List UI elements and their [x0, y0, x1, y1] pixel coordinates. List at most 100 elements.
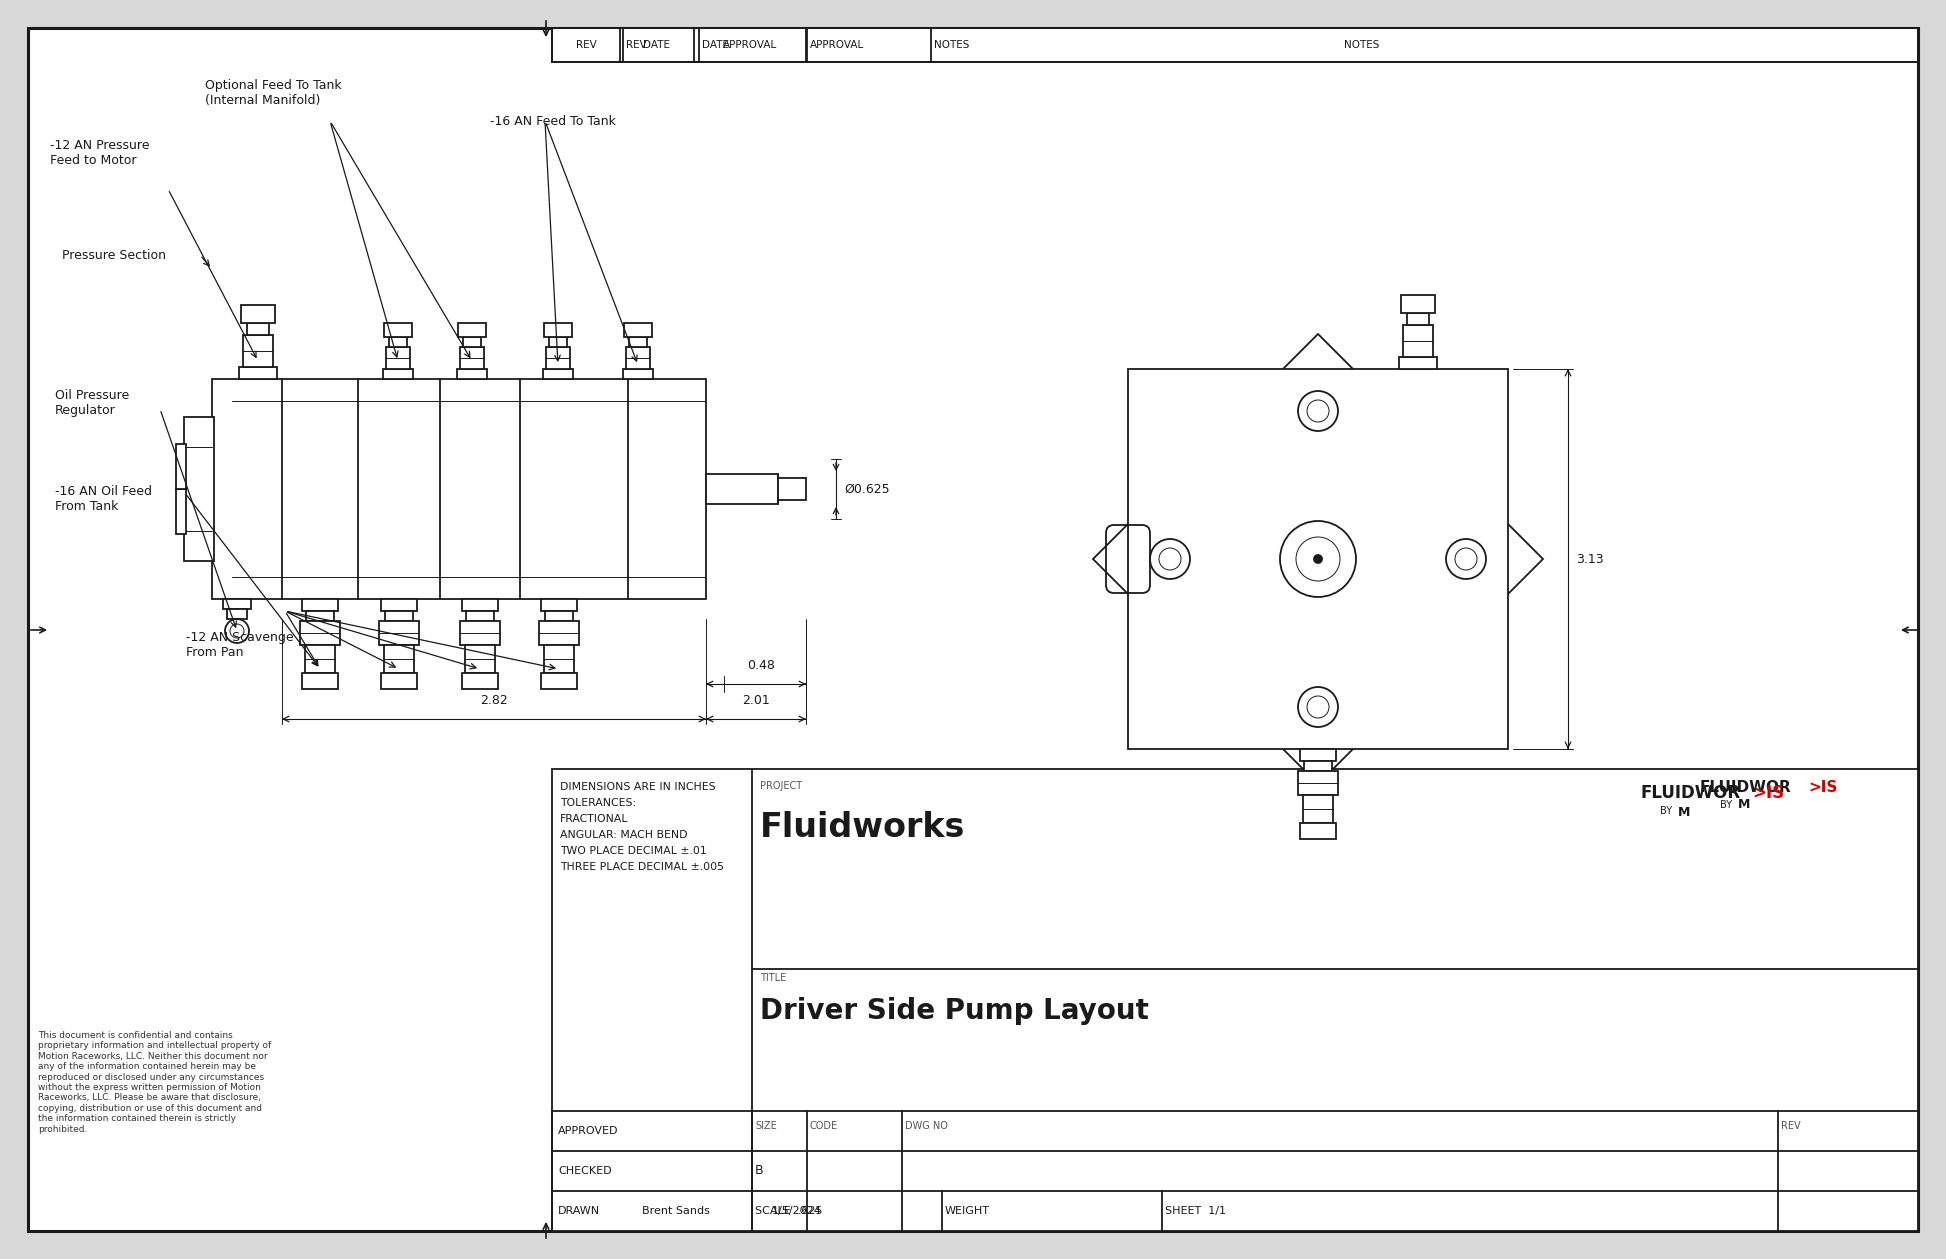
- Bar: [1401, 295, 1434, 313]
- Text: DIMENSIONS ARE IN INCHES: DIMENSIONS ARE IN INCHES: [560, 782, 716, 792]
- Text: TWO PLACE DECIMAL ±.01: TWO PLACE DECIMAL ±.01: [560, 846, 706, 856]
- Bar: [549, 337, 566, 347]
- Text: REV: REV: [576, 40, 595, 50]
- Bar: [625, 324, 652, 337]
- Bar: [457, 369, 486, 379]
- Bar: [381, 599, 416, 611]
- Text: -16 AN Feed To Tank: -16 AN Feed To Tank: [490, 115, 615, 127]
- Bar: [383, 369, 413, 379]
- Bar: [1304, 760, 1331, 771]
- Text: 2.01: 2.01: [741, 694, 771, 708]
- Text: REV: REV: [627, 40, 646, 50]
- Text: BY: BY: [1720, 799, 1732, 810]
- Bar: [185, 417, 214, 562]
- Bar: [778, 478, 806, 500]
- Bar: [627, 347, 650, 369]
- Text: 0.48: 0.48: [747, 658, 775, 672]
- Text: NOTES: NOTES: [934, 40, 969, 50]
- Bar: [1300, 749, 1337, 760]
- Text: CODE: CODE: [810, 1121, 839, 1131]
- Bar: [1399, 358, 1436, 369]
- Text: REV: REV: [1781, 1121, 1800, 1131]
- Text: TITLE: TITLE: [761, 973, 786, 983]
- Text: APPROVED: APPROVED: [559, 1126, 619, 1136]
- Bar: [463, 337, 481, 347]
- Bar: [465, 611, 494, 621]
- Text: -16 AN Oil Feed
From Tank: -16 AN Oil Feed From Tank: [54, 485, 152, 512]
- Text: APPROVAL: APPROVAL: [810, 40, 864, 50]
- Bar: [175, 444, 187, 488]
- Text: 2.82: 2.82: [481, 694, 508, 708]
- Text: SIZE: SIZE: [755, 1121, 776, 1131]
- Bar: [175, 488, 187, 534]
- Bar: [243, 335, 272, 368]
- Bar: [1407, 313, 1428, 325]
- Bar: [623, 369, 654, 379]
- Bar: [541, 674, 578, 689]
- Text: Optional Feed To Tank
(Internal Manifold): Optional Feed To Tank (Internal Manifold…: [204, 79, 341, 107]
- Text: B: B: [755, 1165, 763, 1177]
- Bar: [300, 621, 341, 645]
- Bar: [212, 379, 706, 599]
- Bar: [545, 645, 574, 674]
- Bar: [247, 324, 269, 335]
- Bar: [461, 674, 498, 689]
- Text: SHEET  1/1: SHEET 1/1: [1166, 1206, 1226, 1216]
- Bar: [459, 347, 485, 369]
- Text: Fluidworks: Fluidworks: [761, 811, 965, 844]
- Text: TOLERANCES:: TOLERANCES:: [560, 798, 636, 808]
- Bar: [706, 473, 778, 504]
- Bar: [379, 621, 418, 645]
- Bar: [241, 305, 274, 324]
- Text: Ø0.625: Ø0.625: [845, 482, 889, 496]
- Text: APPROVAL: APPROVAL: [722, 40, 776, 50]
- Bar: [306, 611, 335, 621]
- Text: THREE PLACE DECIMAL ±.005: THREE PLACE DECIMAL ±.005: [560, 862, 724, 872]
- Text: DRAWN: DRAWN: [559, 1206, 599, 1216]
- Bar: [543, 369, 572, 379]
- Text: DATE: DATE: [644, 40, 671, 50]
- Bar: [1403, 325, 1432, 358]
- Bar: [383, 324, 413, 337]
- Text: NOTES: NOTES: [1345, 40, 1380, 50]
- Bar: [1300, 823, 1337, 838]
- Text: DWG NO: DWG NO: [905, 1121, 948, 1131]
- Bar: [385, 611, 413, 621]
- Text: WEIGHT: WEIGHT: [946, 1206, 991, 1216]
- Text: -12 AN Pressure
Feed to Motor: -12 AN Pressure Feed to Motor: [51, 138, 150, 167]
- Bar: [539, 621, 580, 645]
- Text: BY: BY: [1660, 806, 1676, 816]
- Text: SCALE  .625: SCALE .625: [755, 1206, 823, 1216]
- Text: FRACTIONAL: FRACTIONAL: [560, 815, 629, 823]
- Bar: [302, 599, 339, 611]
- Text: M: M: [1677, 806, 1691, 820]
- Bar: [553, 769, 1919, 1231]
- Bar: [545, 611, 572, 621]
- Bar: [547, 347, 570, 369]
- Bar: [1298, 771, 1339, 794]
- Bar: [302, 674, 339, 689]
- Bar: [553, 28, 1919, 62]
- Bar: [224, 599, 251, 609]
- Bar: [239, 368, 276, 379]
- Bar: [457, 324, 486, 337]
- Bar: [541, 599, 578, 611]
- Bar: [629, 337, 646, 347]
- Bar: [459, 621, 500, 645]
- Text: Oil Pressure
Regulator: Oil Pressure Regulator: [54, 389, 128, 417]
- Bar: [465, 645, 494, 674]
- Bar: [381, 674, 416, 689]
- Text: 1/5/2024: 1/5/2024: [773, 1206, 821, 1216]
- Bar: [1129, 369, 1508, 749]
- Text: >IS: >IS: [1751, 784, 1784, 802]
- Bar: [228, 609, 247, 619]
- Bar: [545, 324, 572, 337]
- Bar: [306, 645, 335, 674]
- Bar: [389, 337, 407, 347]
- Text: -12 AN Scavenge
From Pan: -12 AN Scavenge From Pan: [187, 631, 294, 658]
- Bar: [461, 599, 498, 611]
- Text: ANGULAR: MACH BEND: ANGULAR: MACH BEND: [560, 830, 687, 840]
- Text: >IS: >IS: [1808, 779, 1837, 794]
- Bar: [383, 645, 414, 674]
- Bar: [1304, 794, 1333, 823]
